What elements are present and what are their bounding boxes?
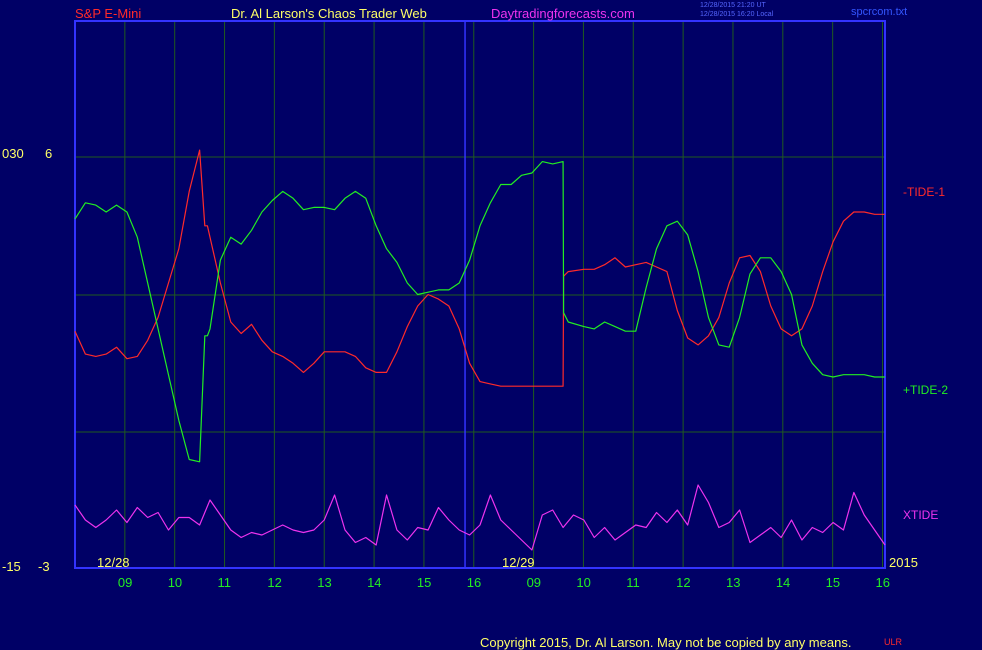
x-tick-label: 09 [526,575,542,590]
x-tick-label: 10 [576,575,591,590]
x-tick-label: 16 [466,575,482,590]
x-tick-label: 09 [117,575,133,590]
date-label-1: 12/28 [97,555,130,570]
x-tick-label: 13 [725,575,741,590]
x-tick-label: 11 [626,575,640,590]
x-tick-label: 10 [167,575,183,590]
series-tide1-line [74,149,885,387]
x-tick-label: 13 [317,575,332,590]
series-label-tide2: +TIDE-2 [903,383,949,397]
scale-label-top-a: 030 [2,146,24,161]
date-label-2: 12/29 [502,555,535,570]
x-tick-label: 15 [416,575,432,590]
gridlines [75,21,885,568]
scale-label-top-b: 6 [45,146,53,161]
filename-label: spcrcom.txt [851,6,908,18]
series-label-tide1: -TIDE-1 [903,185,945,199]
x-tick-label: 12 [676,575,691,590]
timestamp-local: 12/28/2015 16:20 Local [700,11,774,18]
footer-mark: ULR [884,637,903,647]
series-tide2-line [74,161,885,463]
copyright-notice: Copyright 2015, Dr. Al Larson. May not b… [480,635,852,650]
x-tick-label: 15 [825,575,841,590]
timestamp-ut: 12/28/2015 21:20 UT [700,2,766,9]
plot-frame [74,20,886,569]
x-tick-label: 16 [875,575,890,590]
x-tick-label: 14 [775,575,791,590]
scale-label-bottom-b: -3 [38,559,50,574]
symbol-label: S&P E-Mini [75,6,142,21]
x-tick-label: 11 [217,575,232,590]
site-title: Dr. Al Larson's Chaos Trader Web [231,6,427,21]
x-tick-label: 12 [267,575,282,590]
series-layer [74,149,886,551]
x-tick-label: 14 [367,575,382,590]
year-label: 2015 [889,555,918,570]
series-xtide-line [74,484,886,551]
scale-label-bottom-a: -15 [2,559,21,574]
site-url[interactable]: Daytradingforecasts.com [491,6,635,21]
series-label-xtide: XTIDE [903,508,939,522]
